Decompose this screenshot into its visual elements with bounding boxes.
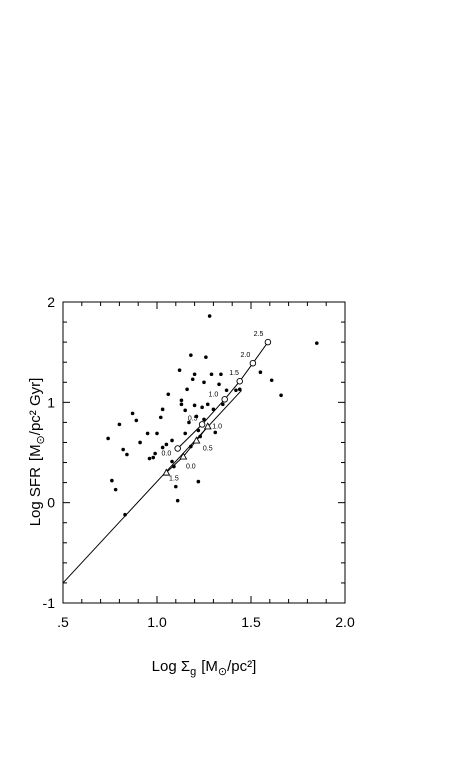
observed-point xyxy=(153,451,157,456)
model-circle-track xyxy=(177,341,269,449)
observed-point xyxy=(106,436,110,441)
x-tick-label: .5 xyxy=(57,614,69,630)
observed-point xyxy=(213,430,218,435)
observed-point xyxy=(121,447,125,452)
observed-point xyxy=(177,368,182,373)
observed-point xyxy=(175,498,180,503)
x-tick-label: 1.0 xyxy=(147,614,167,630)
model-circle-label: 2.0 xyxy=(240,352,250,359)
observed-point xyxy=(170,459,174,464)
model-triangle-label: 0.5 xyxy=(203,445,213,452)
observed-point xyxy=(183,431,187,436)
observed-point xyxy=(205,402,210,407)
observed-point xyxy=(209,372,214,377)
observed-point xyxy=(207,314,212,318)
observed-point xyxy=(187,420,191,425)
observed-point xyxy=(202,417,206,422)
observed-point xyxy=(166,392,171,397)
observed-point xyxy=(185,387,189,392)
model-circle-marker xyxy=(249,359,257,367)
model-triangle-label: 0.0 xyxy=(186,464,196,471)
observed-point xyxy=(190,377,195,382)
model-circle-marker xyxy=(236,378,243,385)
observed-point xyxy=(117,422,122,427)
plot-frame xyxy=(62,301,346,604)
model-circle-label: 1.0 xyxy=(209,391,219,398)
observed-points xyxy=(106,314,319,517)
observed-point xyxy=(160,445,165,450)
observed-point xyxy=(200,405,204,410)
observed-point xyxy=(138,440,142,445)
x-axis-label: Log Σg [M⊙/pc²] xyxy=(152,658,257,678)
observed-point xyxy=(224,388,229,393)
model-triangle-label: 1.5 xyxy=(169,476,179,483)
model-triangle-marker xyxy=(162,468,171,476)
y-tick-label: 0 xyxy=(47,495,55,511)
model-triangle-marker xyxy=(192,436,201,444)
observed-point xyxy=(160,407,165,412)
model-circle-marker xyxy=(221,396,228,403)
model-triangle-marker xyxy=(179,452,188,460)
tick-labels: .5 1.0 1.5 2.0 -1 0 1 2 xyxy=(43,294,355,630)
model-circle-label: 0.5 xyxy=(188,415,198,422)
model-triangle-label: 1.0 xyxy=(212,423,222,430)
observed-point xyxy=(269,378,274,383)
observed-point xyxy=(192,403,197,408)
y-axis-label: Log SFR[M⊙/pc² Gyr] xyxy=(27,378,47,527)
observed-point xyxy=(123,512,127,517)
observed-point xyxy=(130,411,135,416)
observed-point xyxy=(147,456,152,461)
observed-point xyxy=(164,442,169,447)
x-tick-label: 2.0 xyxy=(335,614,355,630)
model-triangles: 1.5 0.0 0.5 1.0 xyxy=(162,422,222,483)
y-tick-label: 2 xyxy=(47,294,55,310)
observed-point xyxy=(110,478,114,483)
model-circles: 0.0 0.5 1.0 1.5 2.0 2.5 xyxy=(162,331,272,458)
observed-point xyxy=(194,414,199,419)
y-tick-label: -1 xyxy=(43,595,56,611)
y-tick-label: 1 xyxy=(47,394,55,410)
model-triangle-marker xyxy=(203,422,212,430)
model-circle-marker xyxy=(198,421,206,428)
fit-line-segment xyxy=(62,389,242,584)
fit-line xyxy=(62,389,242,584)
observed-point xyxy=(221,402,225,407)
observed-point xyxy=(113,487,118,492)
observed-point xyxy=(192,372,197,377)
model-circle-label: 1.5 xyxy=(229,370,239,377)
observed-point xyxy=(155,431,159,436)
observed-point xyxy=(125,452,129,457)
model-triangle-track xyxy=(166,426,209,473)
observed-point xyxy=(196,479,201,484)
observed-point xyxy=(145,431,150,436)
observed-point xyxy=(189,353,193,357)
observed-point xyxy=(234,388,238,393)
model-circle-marker xyxy=(174,445,181,452)
observed-point xyxy=(217,382,221,387)
observed-point xyxy=(151,455,156,460)
observed-point xyxy=(174,484,178,489)
model-circle-label: 2.5 xyxy=(254,331,264,338)
observed-point xyxy=(279,393,283,398)
observed-point xyxy=(258,370,263,375)
observed-point xyxy=(158,415,163,420)
observed-point xyxy=(183,408,187,413)
x-tick-label: 1.5 xyxy=(241,614,261,630)
observed-point xyxy=(204,355,208,359)
observed-point xyxy=(219,372,223,377)
observed-point xyxy=(179,402,184,407)
observed-point xyxy=(315,341,319,345)
observed-point xyxy=(134,418,139,423)
observed-point xyxy=(179,398,184,403)
observed-point xyxy=(170,438,174,443)
observed-point xyxy=(202,380,206,385)
model-circle-marker xyxy=(264,338,272,346)
observed-point xyxy=(237,387,242,392)
axis-ticks xyxy=(62,301,346,604)
model-circle-label: 0.0 xyxy=(162,451,172,458)
